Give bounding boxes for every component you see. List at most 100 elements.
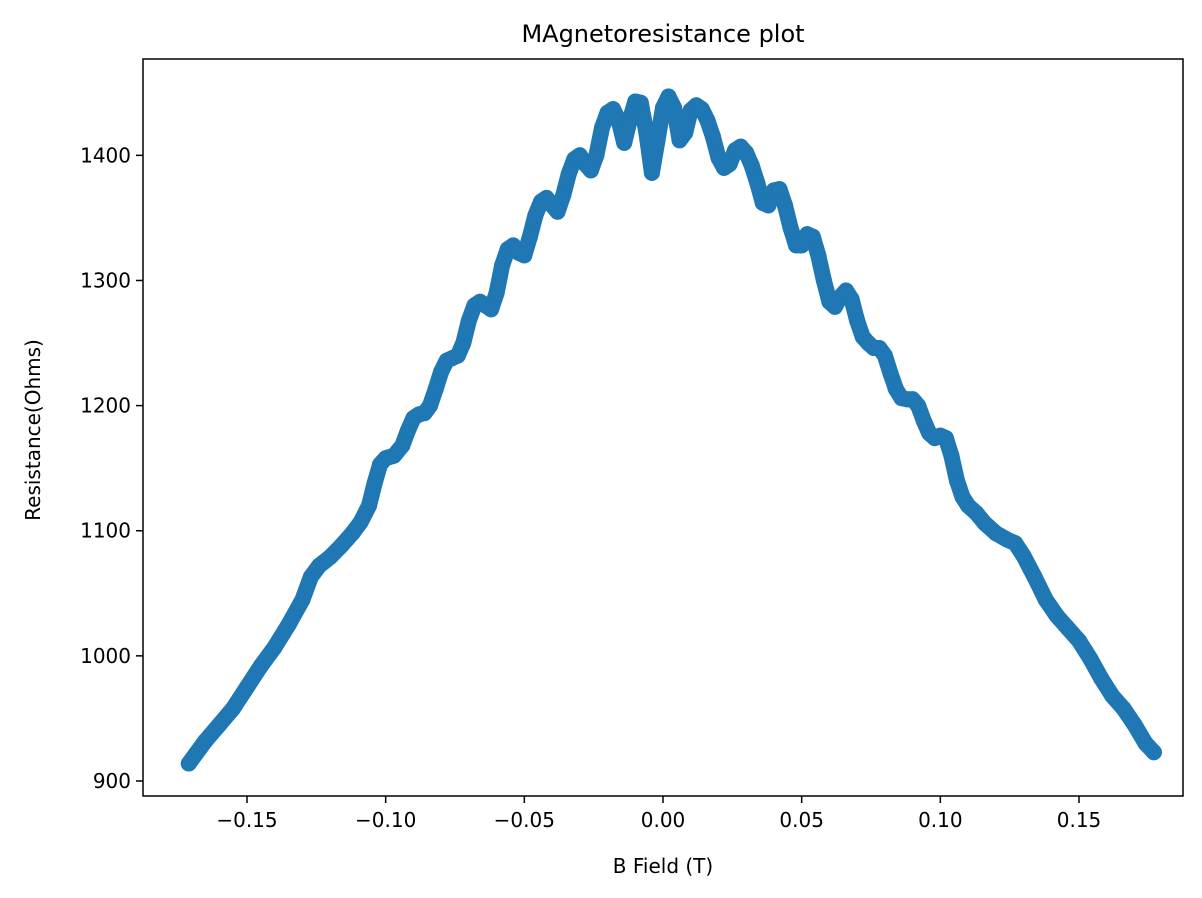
- data-point: [943, 447, 960, 464]
- data-point: [322, 549, 339, 565]
- data-point: [1115, 700, 1132, 717]
- data-point: [910, 397, 927, 414]
- data-point: [771, 181, 788, 198]
- data-point: [422, 397, 438, 414]
- data-point: [616, 134, 633, 151]
- data-point: [302, 569, 319, 585]
- data-point: [1145, 744, 1162, 761]
- data-point: [782, 219, 799, 236]
- data-point: [666, 99, 683, 116]
- data-point: [937, 430, 954, 447]
- y-tick-label: 1000: [80, 644, 131, 668]
- data-point: [211, 716, 228, 733]
- data-point: [555, 187, 572, 204]
- data-point: [1082, 650, 1099, 667]
- data-point: [588, 147, 605, 164]
- data-point: [1015, 547, 1032, 564]
- data-point: [610, 112, 627, 129]
- data-point: [1071, 632, 1087, 649]
- y-tick-label: 1300: [80, 268, 131, 292]
- data-point: [527, 207, 544, 224]
- data-point: [1093, 670, 1110, 687]
- data-point: [1007, 535, 1024, 552]
- x-axis-label: B Field (T): [613, 854, 713, 878]
- x-tick-label: 0.00: [641, 808, 686, 832]
- data-point: [949, 472, 965, 489]
- x-tick-label: 0.10: [918, 808, 963, 832]
- data-point: [677, 124, 694, 141]
- y-tick-label: 1400: [80, 143, 131, 167]
- data-point: [699, 112, 716, 129]
- data-point: [1037, 591, 1054, 608]
- data-point: [427, 381, 444, 398]
- data-point: [749, 174, 766, 191]
- data-point: [976, 515, 993, 532]
- x-tick-label: 0.05: [779, 808, 824, 832]
- x-tick-label: −0.05: [494, 808, 555, 832]
- data-point: [810, 247, 827, 264]
- data-point: [1104, 687, 1121, 704]
- data-point: [843, 291, 860, 308]
- data-point: [333, 537, 350, 554]
- data-point: [1048, 607, 1065, 624]
- data-point: [197, 732, 214, 749]
- data-point: [649, 132, 666, 149]
- data-point: [294, 591, 311, 608]
- x-tick-label: −0.10: [355, 808, 416, 832]
- data-point: [344, 525, 361, 542]
- data-point: [549, 203, 566, 220]
- data-point: [494, 257, 511, 274]
- data-point: [311, 557, 328, 574]
- data-point: [516, 247, 533, 264]
- data-point: [621, 112, 638, 129]
- data-point: [266, 639, 283, 656]
- data-point: [399, 422, 416, 439]
- y-tick-label: 900: [93, 769, 131, 793]
- x-tick-label: −0.15: [216, 808, 277, 832]
- data-point: [777, 197, 793, 214]
- data-point: [352, 514, 369, 530]
- y-axis-label: Resistance(Ohms): [21, 339, 45, 521]
- chart-title: MAgnetoresistance plot: [521, 20, 804, 48]
- data-point: [180, 755, 197, 772]
- data-point: [366, 475, 383, 492]
- data-point: [1059, 620, 1076, 637]
- x-axis-ticks: −0.15 −0.10 −0.05 0.00 0.05 0.10 0.15: [216, 796, 1101, 832]
- data-point: [804, 228, 821, 245]
- data-point: [225, 700, 242, 717]
- y-tick-label: 1100: [80, 519, 131, 543]
- data-point: [560, 166, 577, 183]
- data-point: [876, 347, 893, 364]
- data-point: [455, 335, 472, 351]
- data-point: [582, 162, 599, 179]
- data-point: [239, 679, 255, 696]
- data-point: [449, 347, 466, 364]
- data-point: [483, 301, 500, 318]
- data-points-layer: [180, 88, 1162, 772]
- y-axis-ticks: 900 1000 1100 1200 1300 1400: [80, 143, 143, 793]
- data-point: [915, 412, 932, 429]
- data-point: [704, 128, 721, 145]
- data-point: [488, 285, 505, 301]
- data-point: [760, 197, 777, 214]
- data-point: [1026, 569, 1043, 585]
- data-point: [738, 144, 755, 161]
- x-tick-label: 0.15: [1057, 808, 1102, 832]
- data-point: [743, 157, 760, 174]
- data-point: [643, 164, 660, 181]
- data-point: [460, 312, 477, 329]
- data-point: [815, 272, 832, 289]
- data-point: [721, 156, 738, 173]
- data-point: [521, 228, 538, 245]
- data-point: [849, 312, 866, 329]
- data-point: [280, 616, 297, 633]
- data-point: [632, 94, 649, 111]
- data-point: [394, 437, 411, 454]
- data-point: [361, 497, 377, 514]
- data-point: [1126, 716, 1143, 733]
- data-point: [594, 119, 610, 136]
- y-tick-label: 1200: [80, 394, 131, 418]
- data-point: [882, 365, 899, 382]
- data-point: [252, 657, 269, 674]
